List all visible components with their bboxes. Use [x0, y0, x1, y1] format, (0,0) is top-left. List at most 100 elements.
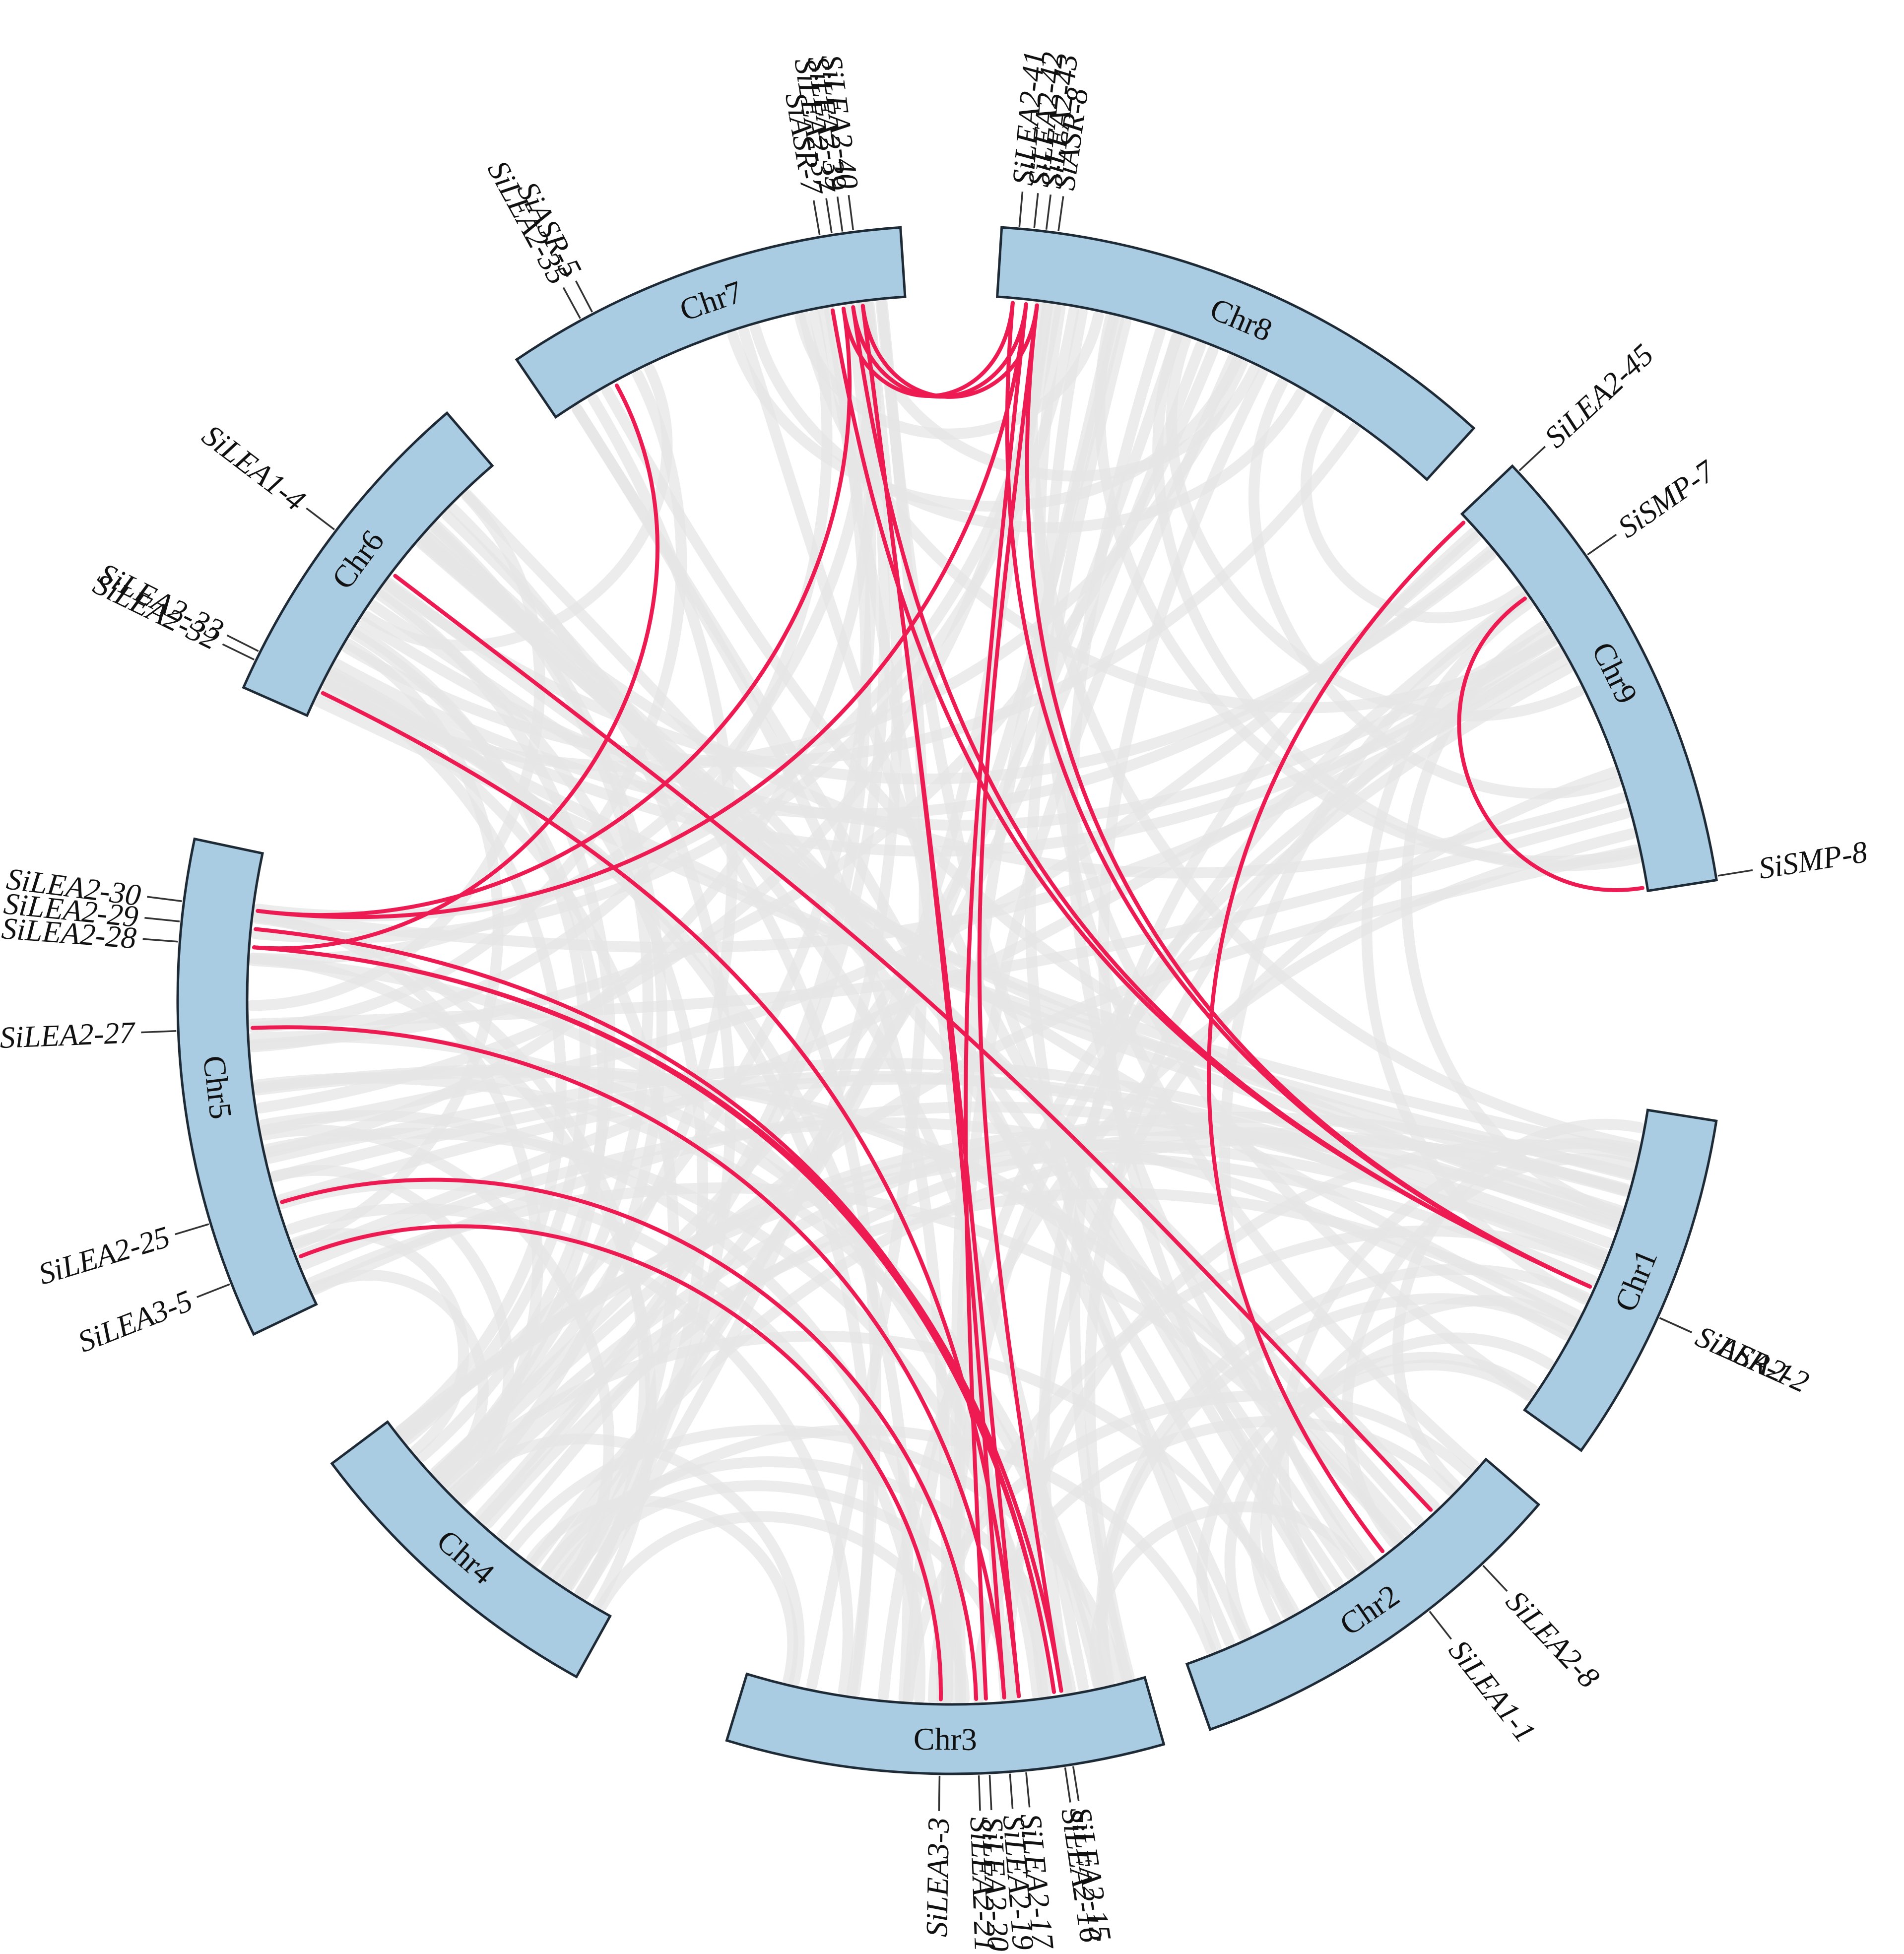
leader-line — [175, 1223, 209, 1236]
leader-line — [144, 917, 180, 922]
leader-line — [147, 896, 182, 903]
leader-line — [1482, 1564, 1508, 1592]
leader-line — [1587, 533, 1617, 556]
background-link — [1300, 405, 1525, 624]
chromosome-label: Chr3 — [914, 1721, 978, 1757]
gene-siasr-1: SiASR-1 — [1659, 1317, 1798, 1393]
chromosome-chr9: Chr9 — [1460, 464, 1718, 893]
collinear-link — [393, 574, 1433, 1512]
collinear-link — [977, 303, 1063, 1693]
background-link — [322, 678, 567, 1436]
gene-silea1-4: SiLEA1-4 — [196, 418, 335, 530]
background-link — [541, 1456, 1076, 1695]
chromosome-block — [725, 1672, 1166, 1775]
leader-line — [142, 938, 178, 943]
background-link — [440, 1330, 1299, 1616]
leader-line — [848, 195, 854, 230]
background-link — [252, 1072, 1104, 1690]
background-link — [434, 393, 738, 1483]
background-link — [248, 1031, 1109, 1689]
collinear-link — [251, 1025, 1006, 1699]
background-link — [954, 353, 1238, 1705]
chromosome-chr8: Chr8 — [995, 226, 1476, 481]
gene-silea3-3: SiLEA3-3 — [920, 1775, 956, 1937]
leader-line — [1033, 193, 1039, 229]
gene-label: SiLEA3-3 — [920, 1817, 956, 1937]
leader-line — [1025, 1772, 1031, 1808]
gene-label: SiLEA2-25 — [35, 1220, 174, 1292]
chromosome-label: Chr5 — [197, 1054, 239, 1121]
chromosome-block — [176, 837, 318, 1336]
chromosome-chr3: Chr3 — [725, 1672, 1166, 1775]
background-link — [252, 1064, 1413, 1536]
leader-line — [825, 198, 833, 234]
leader-line — [1072, 1766, 1080, 1802]
collinear-link — [860, 303, 1039, 399]
gene-label: SiLEA2-45 — [1538, 338, 1660, 455]
background-link — [601, 385, 1623, 1222]
gene-label: SiSMP-8 — [1756, 835, 1869, 886]
background-link — [298, 1117, 1572, 1341]
chromosome-block — [515, 226, 907, 419]
leader-line — [222, 643, 255, 660]
background-link — [1094, 313, 1641, 867]
chromosome-block — [995, 226, 1476, 481]
leader-line — [1429, 1611, 1452, 1640]
background-link — [383, 549, 1497, 784]
leader-line — [1045, 194, 1051, 230]
leader-line — [988, 1775, 992, 1811]
leader-line — [1659, 1317, 1693, 1333]
gene-label: SiLEA2-8 — [1499, 1584, 1606, 1694]
background-link — [750, 323, 1306, 533]
collinear-link — [252, 945, 1063, 1693]
collinear-link — [256, 307, 852, 917]
gene-label: SiLEA1-4 — [196, 418, 312, 518]
gene-label: SiASR-1 — [1691, 1320, 1798, 1393]
collinear-link — [851, 305, 1592, 1289]
leader-line — [1717, 869, 1753, 877]
leader-line — [141, 1030, 177, 1034]
gene-sismp-7: SiSMP-7 — [1587, 454, 1722, 556]
background-link — [1039, 592, 1530, 1695]
leader-line — [1064, 1767, 1071, 1803]
background-link — [526, 1496, 798, 1686]
background-synteny-links — [247, 298, 1645, 1705]
background-link — [903, 648, 1566, 1704]
background-link — [798, 310, 1558, 714]
chromosome-block — [1460, 464, 1718, 893]
leader-line — [575, 280, 593, 313]
background-link — [449, 1111, 1635, 1498]
chromosome-chr5: Chr5 — [176, 837, 318, 1336]
gene-label: SiLEA2-27 — [0, 1016, 137, 1055]
chromosome-chr6: Chr6 — [242, 411, 494, 717]
gene-label: SiLEA2-20 — [975, 1816, 1015, 1952]
chromosome-block — [1523, 1108, 1718, 1452]
background-link — [1166, 335, 1585, 721]
chromosome-chr2: Chr2 — [1185, 1457, 1541, 1731]
gene-sismp-8: SiSMP-8 — [1717, 835, 1870, 886]
background-link — [260, 1124, 615, 1590]
background-link — [1069, 527, 1479, 1683]
chromosome-block — [330, 1420, 612, 1679]
background-link — [578, 300, 903, 1600]
gene-label: SiSMP-7 — [1612, 454, 1722, 545]
gene-label: SiLEA3-5 — [73, 1284, 197, 1359]
leader-line — [1009, 1773, 1014, 1809]
chromosome-block — [242, 411, 494, 717]
leader-line — [1018, 192, 1024, 227]
background-link — [377, 586, 616, 1462]
gene-silea3-5: SiLEA3-5 — [73, 1283, 230, 1359]
chromosome-chr7: Chr7 — [515, 226, 907, 419]
chromosome-chr4: Chr4 — [330, 1420, 612, 1679]
leader-line — [226, 634, 259, 652]
leader-line — [1057, 196, 1064, 232]
collinear-link — [252, 384, 659, 951]
collinear-link — [299, 1224, 943, 1701]
gene-label: SiLEA2-21 — [964, 1817, 1002, 1953]
collinear-link — [1457, 596, 1644, 892]
leader-line — [812, 200, 821, 236]
leader-line — [562, 287, 581, 319]
chromosome-chr1: Chr1 — [1523, 1108, 1718, 1452]
